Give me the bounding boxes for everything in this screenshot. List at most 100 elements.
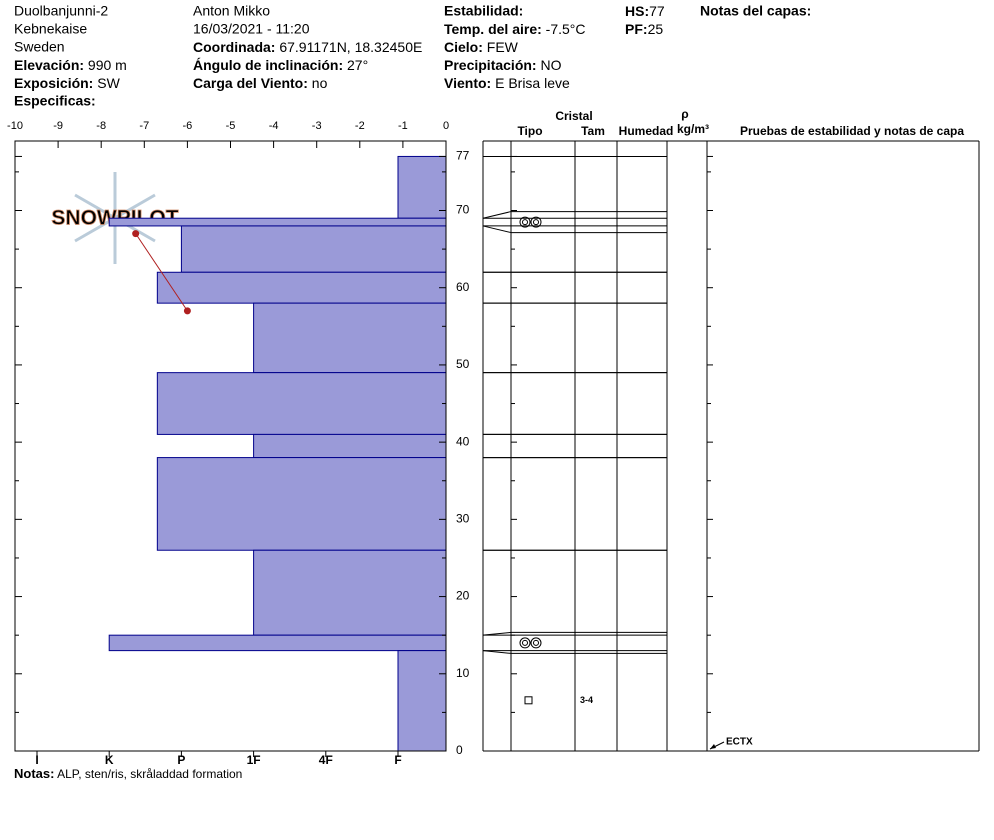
label: Notas: bbox=[14, 766, 54, 781]
y-tick-label: 50 bbox=[456, 357, 470, 371]
grain-symbol bbox=[522, 639, 528, 646]
density-header: ρ bbox=[681, 107, 688, 121]
hardness-label: K bbox=[105, 753, 114, 767]
header: Duolbanjunni-2 Kebnekaise Sweden Elevaci… bbox=[14, 3, 811, 109]
x-tick-label: -7 bbox=[139, 120, 149, 132]
label: Elevación: bbox=[14, 57, 84, 73]
slope: Ángulo de inclinación: 27° bbox=[193, 57, 368, 73]
hardness-label: I bbox=[35, 753, 38, 767]
hardness-bar bbox=[253, 433, 447, 459]
aspect: Exposición: SW bbox=[14, 75, 121, 91]
x-tick-label: -5 bbox=[226, 120, 236, 132]
label: Viento: bbox=[444, 75, 491, 91]
hardness-bar bbox=[108, 217, 447, 227]
y-tick-label: 20 bbox=[456, 589, 470, 603]
value: SW bbox=[97, 75, 120, 91]
temperature-point bbox=[183, 307, 191, 315]
layer-notes: Notas del capas: bbox=[700, 3, 811, 19]
test-label: ECTX bbox=[726, 737, 753, 748]
value: 67.91171N, 18.32450E bbox=[279, 39, 422, 55]
label: Carga del Viento: bbox=[193, 75, 308, 91]
hardness-bar bbox=[397, 650, 447, 752]
precipitation: Precipitación: NO bbox=[444, 57, 562, 73]
hardness-bar bbox=[156, 271, 447, 304]
layer-connector bbox=[482, 631, 512, 636]
y-tick-label: 77 bbox=[456, 149, 470, 163]
label: HS: bbox=[625, 3, 649, 19]
wind-loading: Carga del Viento: no bbox=[193, 75, 328, 91]
grain-symbol bbox=[524, 696, 533, 705]
label: Exposición: bbox=[14, 75, 93, 91]
x-tick-label: -8 bbox=[96, 120, 106, 132]
site: Duolbanjunni-2 bbox=[14, 3, 108, 19]
wind: Viento: E Brisa leve bbox=[444, 75, 570, 91]
temperature-line bbox=[135, 233, 188, 312]
value: FEW bbox=[487, 39, 519, 55]
sky: Cielo: FEW bbox=[444, 39, 519, 55]
y-tick-label: 70 bbox=[456, 203, 470, 217]
hardness-bar bbox=[156, 457, 447, 551]
plot: -10 -9 -8 -7 -6 -5 -4 -3 -2 -1 001020304050607077I… bbox=[7, 120, 980, 767]
layer-connector bbox=[482, 211, 512, 219]
notes: Notas: ALP, sten/ris, skråladdad formati… bbox=[14, 766, 242, 781]
coordinates: Coordinada: 67.91171N, 18.32450E bbox=[193, 39, 422, 55]
x-tick-label: 0 bbox=[443, 120, 449, 132]
value: E Brisa leve bbox=[495, 75, 570, 91]
air-temp: Temp. del aire: -7.5°C bbox=[444, 21, 586, 37]
density-unit: kg/m³ bbox=[677, 122, 709, 136]
x-tick-label: -6 bbox=[183, 120, 193, 132]
grain-symbol bbox=[530, 216, 542, 228]
y-tick-label: 60 bbox=[456, 280, 470, 294]
hardness-bar bbox=[156, 372, 447, 435]
value: -7.5°C bbox=[546, 21, 586, 37]
datetime: 16/03/2021 - 11:20 bbox=[193, 21, 310, 37]
specifics: Especificas: bbox=[14, 93, 96, 109]
grain-symbol bbox=[519, 216, 531, 228]
x-tick-label: -9 bbox=[53, 120, 63, 132]
layer-connector bbox=[482, 225, 512, 234]
value: NO bbox=[540, 57, 561, 73]
grain-symbol bbox=[522, 219, 528, 226]
value: 77 bbox=[649, 3, 665, 19]
hardness-bar bbox=[253, 549, 447, 636]
x-tick-label: -10 bbox=[7, 120, 23, 132]
grain-symbol bbox=[519, 637, 531, 649]
hs: HS:77 bbox=[625, 3, 665, 19]
y-tick-label: 40 bbox=[456, 434, 470, 448]
x-tick-label: -3 bbox=[312, 120, 322, 132]
country: Sweden bbox=[14, 39, 65, 55]
tests-header: Pruebas de estabilidad y notas de capa bbox=[740, 124, 964, 138]
moisture-header: Humedad bbox=[619, 124, 674, 138]
label: Temp. del aire: bbox=[444, 21, 542, 37]
hardness-label: P bbox=[177, 753, 185, 767]
crystal-header: Cristal bbox=[555, 109, 592, 123]
layer-table: 3-4 ECTX bbox=[482, 140, 980, 752]
label: Cielo: bbox=[444, 39, 483, 55]
elevation: Elevación: 990 m bbox=[14, 57, 127, 73]
grain-size: 3-4 bbox=[580, 695, 593, 705]
value: 27° bbox=[347, 57, 368, 73]
y-tick-label: 10 bbox=[456, 666, 470, 680]
type-header: Tipo bbox=[517, 124, 542, 138]
label: PF: bbox=[625, 21, 648, 37]
stability: Estabilidad: bbox=[444, 3, 523, 19]
x-tick-label: -1 bbox=[398, 120, 408, 132]
label: Coordinada: bbox=[193, 39, 275, 55]
temperature-point bbox=[132, 230, 140, 238]
grain-symbol bbox=[533, 219, 539, 226]
label: Ángulo de inclinación: bbox=[193, 57, 343, 73]
hardness-label: F bbox=[394, 753, 401, 767]
y-tick-label: 0 bbox=[456, 743, 463, 757]
observer: Anton Mikko bbox=[193, 3, 270, 19]
value: ALP, sten/ris, skråladdad formation bbox=[57, 767, 242, 781]
x-tick-label: -2 bbox=[355, 120, 365, 132]
x-tick-label: -4 bbox=[269, 120, 279, 132]
region: Kebnekaise bbox=[14, 21, 87, 37]
value: 25 bbox=[648, 21, 664, 37]
hardness-bar bbox=[180, 225, 447, 273]
size-header: Tam bbox=[581, 124, 605, 138]
hardness-label: 4F bbox=[319, 753, 333, 767]
grain-symbol bbox=[533, 639, 539, 646]
hardness-bar bbox=[253, 302, 447, 374]
